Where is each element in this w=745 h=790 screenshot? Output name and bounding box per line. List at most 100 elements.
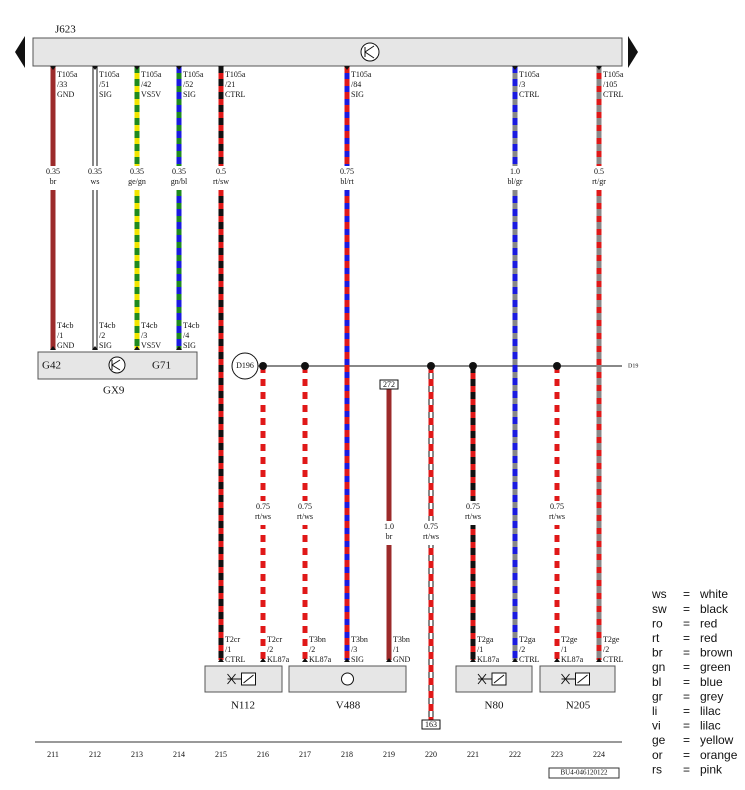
bottom-pin-label: T3bn xyxy=(309,635,326,644)
top-pin-label: GND xyxy=(57,90,75,99)
sensor-symbol xyxy=(108,356,126,374)
sensor-pin-label: /2 xyxy=(99,331,105,340)
component-label: V488 xyxy=(336,700,361,712)
top-pin-label: /52 xyxy=(183,80,193,89)
wire-label-bg xyxy=(376,521,402,545)
wire-label: 0.5 xyxy=(216,167,226,176)
pin-cap xyxy=(134,346,140,350)
ref-box xyxy=(421,719,441,730)
legend-abbr: ge xyxy=(652,733,666,747)
pin-cap xyxy=(218,658,224,662)
pin-cap xyxy=(596,658,602,662)
pin-label-bg xyxy=(98,321,128,351)
pin-label-bg xyxy=(392,634,422,664)
bottom-pin-label: T2cr xyxy=(225,635,240,644)
top-pin-label: CTRL xyxy=(519,90,540,99)
wire-label: 0.35 xyxy=(46,167,60,176)
top-pin-label: /33 xyxy=(57,80,67,89)
pin-label-bg xyxy=(476,634,506,664)
component-label: N205 xyxy=(566,700,591,712)
legend-separator: = xyxy=(683,587,690,601)
sensor-pin-label: /1 xyxy=(57,331,63,340)
legend-abbr: ws xyxy=(651,587,667,601)
pin-cap xyxy=(260,658,266,662)
sensor-pin-label: T4cb xyxy=(183,321,199,330)
column-number: 219 xyxy=(383,750,395,759)
legend-separator: = xyxy=(683,733,690,747)
top-pin-label: SIG xyxy=(183,90,196,99)
legend-separator: = xyxy=(683,646,690,660)
wire-label-bg xyxy=(166,166,192,190)
legend-meaning: red xyxy=(700,616,717,630)
bottom-pin-label: /1 xyxy=(477,645,483,654)
wire-label: 0.35 xyxy=(172,167,186,176)
bottom-pin-label: T2ga xyxy=(477,635,494,644)
sensor-pin-label: SIG xyxy=(99,341,112,350)
wire-label-bg xyxy=(586,166,612,190)
wire-label-bg xyxy=(502,166,528,190)
top-pin-label: CTRL xyxy=(225,90,246,99)
pin-label-bg xyxy=(56,321,86,351)
bottom-pin-label: GND xyxy=(393,655,411,664)
legend-abbr: bl xyxy=(652,675,661,689)
pin-cap xyxy=(176,66,182,70)
wire-label: rt/ws xyxy=(255,512,271,521)
splice-circle xyxy=(231,352,259,380)
pin-cap xyxy=(470,658,476,662)
junction-dot xyxy=(469,362,477,370)
pin-cap xyxy=(302,658,308,662)
legend-separator: = xyxy=(683,616,690,630)
top-pin-label: /51 xyxy=(99,80,109,89)
column-number: 217 xyxy=(299,750,311,759)
legend-meaning: pink xyxy=(700,762,723,776)
wire-label: 0.75 xyxy=(424,522,438,531)
column-number: 215 xyxy=(215,750,227,759)
pin-cap xyxy=(344,658,350,662)
sensor-pin-label: /4 xyxy=(183,331,189,340)
legend-separator: = xyxy=(683,704,690,718)
bottom-pin-label: T3bn xyxy=(393,635,410,644)
wire-label: bl/gr xyxy=(507,177,522,186)
legend-meaning: green xyxy=(700,660,731,674)
wire-label-bg xyxy=(418,521,444,545)
ref-box xyxy=(379,379,399,390)
bottom-pin-label: SIG xyxy=(351,655,364,664)
pin-cap xyxy=(50,346,56,350)
wire-label: rt/ws xyxy=(423,532,439,541)
top-pin-label: /21 xyxy=(225,80,235,89)
legend-abbr: vi xyxy=(652,719,661,733)
ref-label: 163 xyxy=(425,720,437,729)
pin-cap xyxy=(386,658,392,662)
column-number: 220 xyxy=(425,750,437,759)
junction-dot xyxy=(259,362,267,370)
pin-cap xyxy=(92,346,98,350)
wire-label: br xyxy=(50,177,57,186)
top-pin-label: /42 xyxy=(141,80,151,89)
sensor-pin-label: SIG xyxy=(183,341,196,350)
column-number: 214 xyxy=(173,750,185,759)
column-number: 221 xyxy=(467,750,479,759)
top-pin-label: /105 xyxy=(603,80,617,89)
top-pin-label: T105a xyxy=(225,70,246,79)
legend-abbr: or xyxy=(652,748,663,762)
wire-label: 0.35 xyxy=(88,167,102,176)
wire-label: rt/ws xyxy=(297,512,313,521)
legend-abbr: gr xyxy=(652,689,663,703)
sensor-pin-label: T4cb xyxy=(99,321,115,330)
ground-symbol xyxy=(360,42,380,62)
legend-separator: = xyxy=(683,689,690,703)
wire-label: gn/bl xyxy=(171,177,188,186)
pin-cap xyxy=(596,66,602,70)
wire-label-bg xyxy=(40,166,66,190)
pin-label-bg xyxy=(266,634,296,664)
wire-label: ge/gn xyxy=(128,177,146,186)
wire-label: 0.35 xyxy=(130,167,144,176)
top-pin-label: /84 xyxy=(351,80,361,89)
control-unit-label: J623 xyxy=(55,24,76,36)
pin-label-bg xyxy=(182,321,212,351)
bottom-pin-label: T2cr xyxy=(267,635,282,644)
control-unit-bar xyxy=(32,37,623,67)
legend-meaning: white xyxy=(699,587,728,601)
bottom-pin-label: /1 xyxy=(393,645,399,654)
